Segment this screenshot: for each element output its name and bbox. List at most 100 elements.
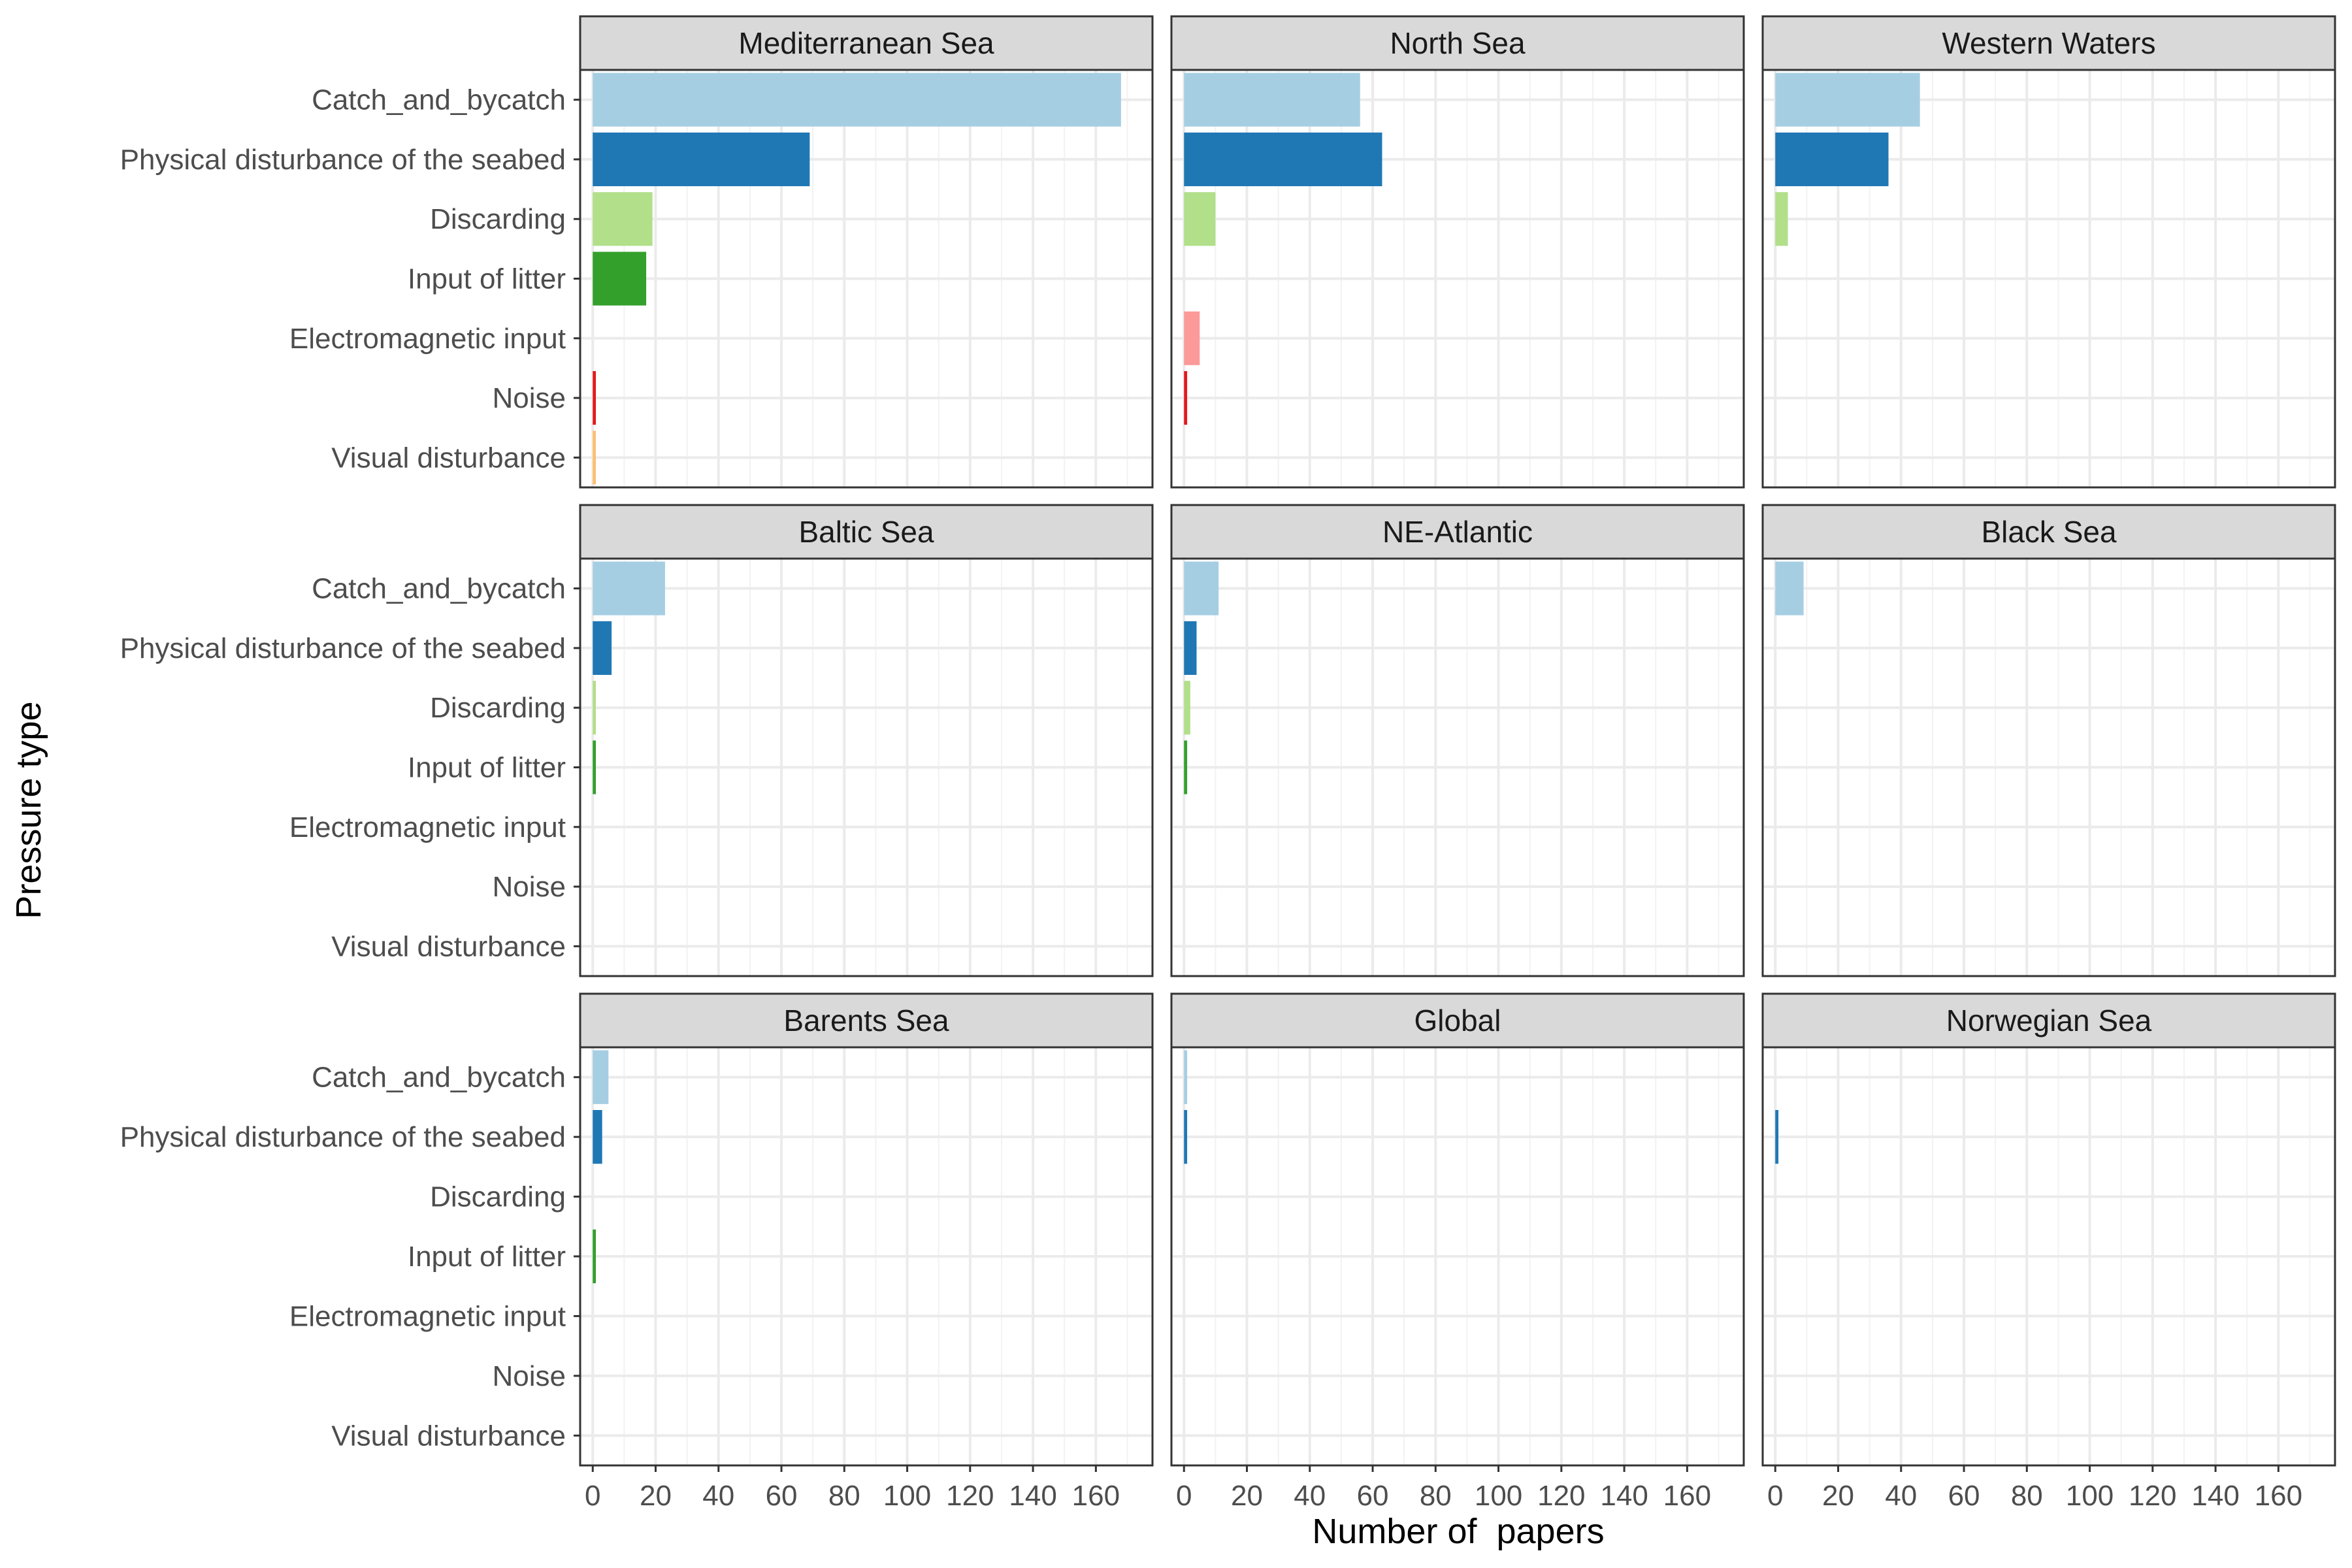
facet-panel: Global 0 20 40 60 80 100 120 140 160 bbox=[1170, 992, 1745, 1512]
facet-title: NE-Atlantic bbox=[1382, 515, 1533, 549]
bar bbox=[1184, 132, 1382, 187]
x-tick-label: 100 bbox=[2066, 1480, 2114, 1512]
bar bbox=[1184, 561, 1219, 615]
facet-title: Mediterranean Sea bbox=[738, 26, 994, 60]
bar bbox=[1184, 73, 1360, 127]
x-tick-label: 100 bbox=[1475, 1480, 1522, 1512]
bar bbox=[593, 621, 612, 676]
x-tick-label: 140 bbox=[1009, 1480, 1056, 1512]
x-tick-label: 120 bbox=[946, 1480, 994, 1512]
facet-panel: Mediterranean Sea Catch_and_bycatch Physic… bbox=[120, 15, 1154, 489]
x-tick-label: 160 bbox=[1663, 1480, 1711, 1512]
bar bbox=[1775, 561, 1804, 615]
bar bbox=[1184, 1110, 1188, 1164]
y-tick-label: Catch_and_bycatch bbox=[312, 1062, 566, 1094]
x-tick-label: 120 bbox=[1537, 1480, 1585, 1512]
facet-panel: North Sea bbox=[1170, 15, 1745, 489]
bar bbox=[1184, 740, 1188, 794]
bar bbox=[1184, 621, 1197, 676]
facet-title: Baltic Sea bbox=[798, 515, 934, 549]
bar bbox=[593, 1229, 596, 1284]
x-tick-label: 140 bbox=[1600, 1480, 1648, 1512]
y-tick-label: Noise bbox=[493, 871, 566, 903]
facet-strip bbox=[579, 992, 1154, 1049]
y-tick-label: Catch_and_bycatch bbox=[312, 573, 566, 605]
y-tick-label: Discarding bbox=[430, 203, 566, 235]
facet-strip bbox=[1761, 15, 2336, 71]
x-tick-label: 140 bbox=[2191, 1480, 2239, 1512]
bar bbox=[1184, 192, 1216, 246]
x-tick-label: 0 bbox=[1767, 1480, 1783, 1512]
x-tick-label: 60 bbox=[1948, 1480, 1980, 1512]
bar bbox=[593, 370, 596, 425]
y-tick-label: Noise bbox=[493, 1360, 566, 1392]
x-tick-label: 80 bbox=[2011, 1480, 2043, 1512]
y-tick-label: Discarding bbox=[430, 1181, 566, 1213]
x-tick-label: 80 bbox=[1420, 1480, 1452, 1512]
facet-panel: Black Sea bbox=[1761, 504, 2336, 977]
x-tick-label: 20 bbox=[1822, 1480, 1854, 1512]
y-tick-label: Physical disturbance of the seabed bbox=[120, 144, 566, 176]
bar bbox=[593, 1110, 602, 1164]
y-tick-label: Catch_and_bycatch bbox=[312, 84, 566, 116]
y-tick-label: Noise bbox=[493, 382, 566, 414]
facet-strip bbox=[579, 15, 1154, 71]
x-axis-title: Number of papers bbox=[1312, 1512, 1604, 1551]
y-tick-label: Physical disturbance of the seabed bbox=[120, 632, 566, 664]
bar bbox=[593, 561, 665, 615]
bar bbox=[593, 681, 596, 735]
y-tick-label: Physical disturbance of the seabed bbox=[120, 1121, 566, 1153]
facet-panel: Baltic Sea Catch_and_bycatch Physical dist… bbox=[120, 504, 1154, 977]
y-tick-label: Input of litter bbox=[408, 1241, 566, 1273]
bar bbox=[593, 192, 653, 246]
y-tick-label: Input of litter bbox=[408, 263, 566, 295]
bar bbox=[593, 73, 1121, 127]
y-tick-label: Electromagnetic input bbox=[289, 1300, 566, 1332]
y-tick-label: Visual disturbance bbox=[331, 930, 566, 962]
facet-panel: NE-Atlantic bbox=[1170, 504, 1745, 977]
y-tick-label: Electromagnetic input bbox=[289, 323, 566, 355]
facet-strip bbox=[1170, 15, 1745, 71]
x-tick-label: 40 bbox=[1885, 1480, 1917, 1512]
facet-title: Global bbox=[1414, 1004, 1501, 1037]
bar bbox=[1775, 132, 1889, 187]
bar bbox=[1184, 681, 1190, 735]
bar bbox=[593, 740, 596, 794]
facet-strip bbox=[1761, 992, 2336, 1049]
x-tick-label: 0 bbox=[585, 1480, 600, 1512]
x-tick-label: 20 bbox=[640, 1480, 672, 1512]
x-tick-label: 160 bbox=[2255, 1480, 2302, 1512]
bar bbox=[593, 132, 810, 187]
x-tick-label: 20 bbox=[1231, 1480, 1263, 1512]
facet-panel: Norwegian Sea 0 20 40 60 80 100 120 140 160 bbox=[1761, 992, 2336, 1512]
facet-title: Norwegian Sea bbox=[1946, 1004, 2152, 1037]
bar bbox=[1775, 1110, 1779, 1164]
facet-title: Barents Sea bbox=[783, 1004, 949, 1037]
x-tick-label: 100 bbox=[883, 1480, 931, 1512]
y-tick-label: Input of litter bbox=[408, 752, 566, 784]
bar bbox=[1184, 370, 1188, 425]
facet-title: Western Waters bbox=[1942, 26, 2155, 60]
bar bbox=[1775, 192, 1788, 246]
x-tick-label: 40 bbox=[702, 1480, 734, 1512]
x-tick-label: 160 bbox=[1072, 1480, 1120, 1512]
facet-title: North Sea bbox=[1390, 26, 1526, 60]
y-tick-label: Visual disturbance bbox=[331, 442, 566, 474]
y-tick-label: Electromagnetic input bbox=[289, 811, 566, 843]
facet-strip bbox=[1170, 992, 1745, 1049]
x-tick-label: 40 bbox=[1294, 1480, 1326, 1512]
bar bbox=[593, 431, 596, 485]
x-tick-label: 80 bbox=[828, 1480, 860, 1512]
facet-strip bbox=[1170, 504, 1745, 560]
facet-strip bbox=[1761, 504, 2336, 560]
facet-title: Black Sea bbox=[1981, 515, 2117, 549]
x-tick-label: 0 bbox=[1176, 1480, 1192, 1512]
facet-panel: Barents Sea Catch_and_bycatch Physical dis… bbox=[120, 992, 1154, 1512]
x-tick-label: 60 bbox=[1357, 1480, 1389, 1512]
facet-panel: Western Waters bbox=[1761, 15, 2336, 489]
bar bbox=[1775, 73, 1920, 127]
y-tick-label: Discarding bbox=[430, 692, 566, 724]
y-axis-title: Pressure type bbox=[9, 701, 48, 919]
bar bbox=[593, 252, 647, 306]
x-tick-label: 120 bbox=[2129, 1480, 2176, 1512]
